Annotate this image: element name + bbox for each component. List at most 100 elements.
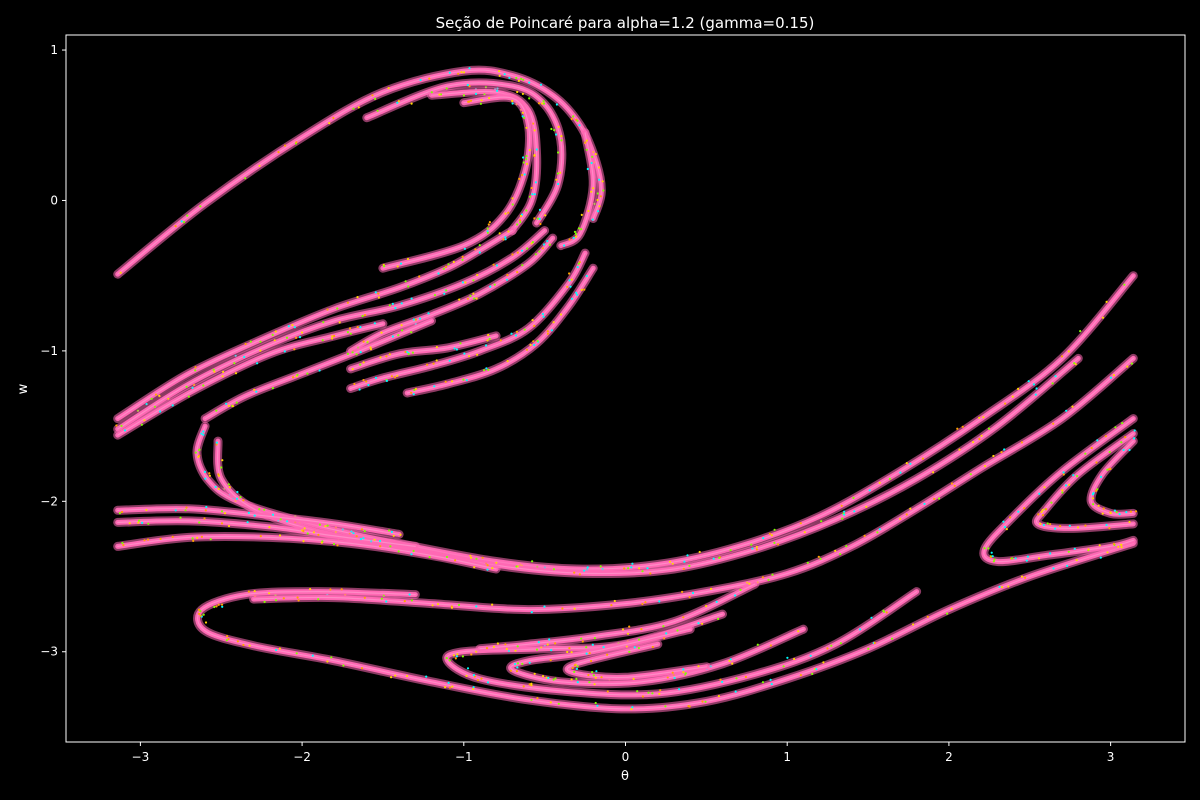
- poincare-point: [1079, 330, 1082, 333]
- poincare-point: [580, 213, 583, 216]
- poincare-point: [1109, 376, 1112, 379]
- poincare-point: [682, 616, 685, 619]
- poincare-point: [519, 214, 523, 218]
- poincare-point: [242, 643, 245, 647]
- poincare-point: [225, 639, 228, 642]
- poincare-point: [488, 97, 491, 100]
- poincare-point: [324, 525, 327, 528]
- poincare-point: [549, 659, 552, 662]
- poincare-point: [351, 368, 354, 371]
- poincare-point: [213, 605, 216, 609]
- poincare-point: [463, 352, 466, 355]
- poincare-point: [348, 327, 352, 330]
- poincare-point: [950, 607, 953, 610]
- poincare-point: [882, 610, 886, 613]
- poincare-point: [932, 471, 935, 474]
- poincare-point: [946, 612, 949, 615]
- poincare-point: [580, 637, 583, 640]
- poincare-point: [538, 217, 541, 220]
- poincare-point: [317, 598, 320, 601]
- poincare-point: [676, 629, 679, 632]
- poincare-point: [397, 100, 400, 103]
- poincare-point: [686, 554, 689, 557]
- poincare-point: [115, 424, 118, 427]
- poincare-point: [410, 331, 413, 334]
- poincare-point: [552, 678, 555, 681]
- poincare-point: [1114, 426, 1117, 429]
- poincare-point: [626, 632, 630, 635]
- poincare-point: [476, 273, 479, 277]
- poincare-point: [570, 117, 573, 120]
- poincare-point: [515, 330, 519, 333]
- poincare-point: [803, 531, 806, 534]
- poincare-point: [585, 646, 588, 649]
- poincare-point: [483, 369, 486, 372]
- poincare-point: [909, 462, 912, 465]
- poincare-point: [491, 603, 494, 606]
- poincare-point: [485, 647, 489, 650]
- poincare-point: [448, 71, 451, 74]
- poincare-point: [275, 648, 278, 652]
- poincare-point: [731, 662, 734, 665]
- poincare-point: [704, 700, 707, 703]
- x-tick-label: 3: [1107, 750, 1115, 764]
- poincare-point: [120, 424, 123, 427]
- poincare-point: [461, 655, 464, 658]
- poincare-point: [1090, 446, 1093, 450]
- poincare-point: [923, 502, 926, 505]
- poincare-point: [495, 264, 498, 267]
- poincare-point: [531, 319, 534, 322]
- poincare-point: [374, 291, 377, 294]
- poincare-point: [530, 684, 533, 687]
- poincare-point: [566, 285, 569, 288]
- poincare-point: [701, 700, 704, 703]
- poincare-point: [782, 665, 785, 668]
- poincare-point: [414, 387, 418, 390]
- poincare-point: [346, 331, 349, 334]
- poincare-point: [515, 670, 519, 673]
- poincare-point: [659, 689, 662, 692]
- poincare-point: [631, 562, 634, 565]
- band-swirl-left: [204, 320, 433, 420]
- poincare-point: [878, 481, 881, 484]
- poincare-point: [640, 628, 643, 631]
- poincare-point: [865, 505, 868, 508]
- poincare-point: [404, 280, 407, 283]
- poincare-point: [509, 669, 512, 672]
- poincare-point: [592, 187, 595, 190]
- poincare-point: [455, 348, 458, 351]
- poincare-point: [817, 555, 820, 558]
- poincare-point: [360, 667, 364, 670]
- poincare-point: [688, 564, 691, 568]
- poincare-point: [361, 314, 364, 318]
- poincare-point: [623, 567, 626, 570]
- poincare-point: [516, 645, 519, 648]
- poincare-point: [495, 561, 498, 564]
- poincare-point: [826, 647, 829, 650]
- poincare-point: [533, 129, 536, 132]
- poincare-point: [521, 115, 524, 118]
- poincare-point: [570, 297, 574, 300]
- poincare-point: [593, 637, 597, 640]
- poincare-point: [504, 643, 507, 646]
- poincare-point: [321, 339, 324, 342]
- poincare-point: [767, 578, 770, 582]
- poincare-point: [641, 602, 644, 606]
- poincare-point: [1112, 374, 1115, 377]
- band-upper-hook-inner-c: [382, 96, 531, 269]
- poincare-point: [511, 102, 514, 105]
- poincare-point: [568, 279, 571, 282]
- poincare-point: [306, 532, 309, 535]
- poincare-point: [585, 274, 588, 278]
- poincare-point: [596, 198, 599, 202]
- poincare-point: [493, 283, 496, 286]
- poincare-point: [606, 690, 609, 693]
- poincare-point: [453, 347, 456, 350]
- poincare-point: [541, 312, 545, 316]
- poincare-point: [815, 668, 818, 671]
- poincare-point: [506, 360, 509, 363]
- poincare-point: [396, 374, 399, 377]
- poincare-point: [397, 550, 400, 553]
- poincare-point: [528, 149, 531, 152]
